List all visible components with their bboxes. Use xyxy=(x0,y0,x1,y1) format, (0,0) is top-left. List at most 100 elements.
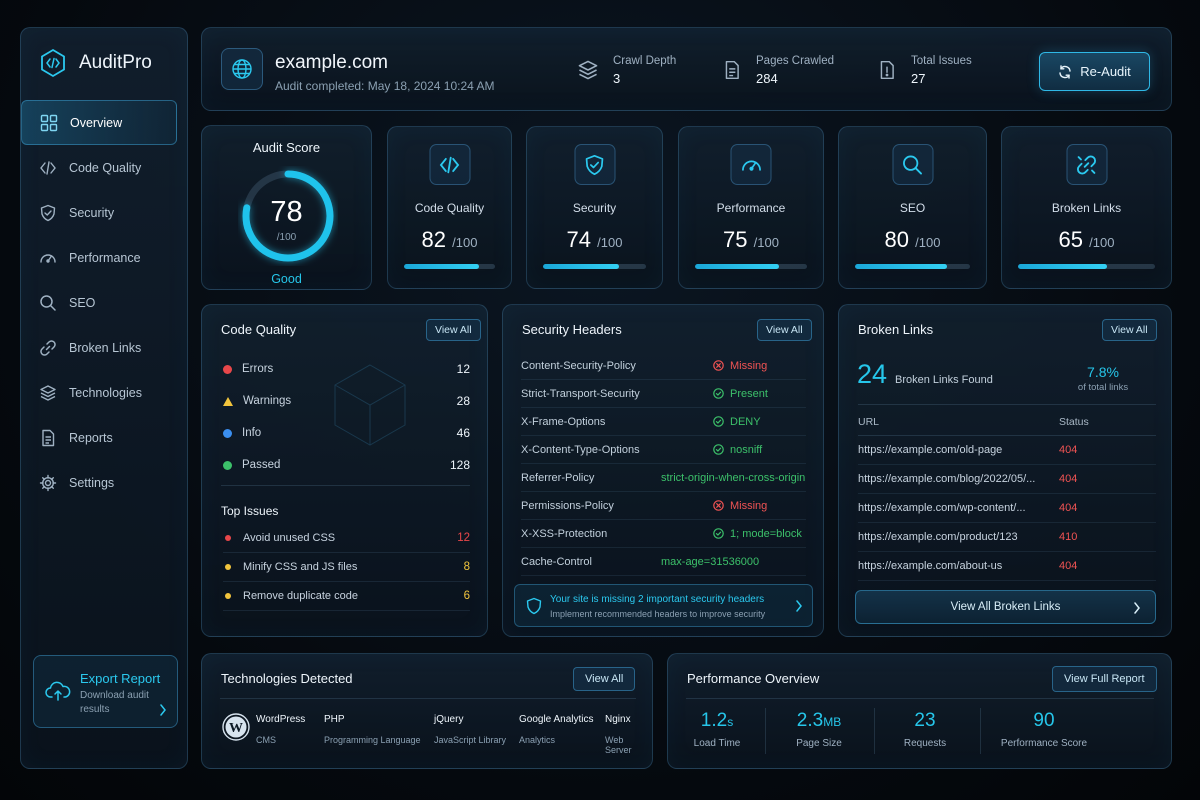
broken-link-row[interactable]: https://example.com/about-us 404 xyxy=(858,552,1156,581)
performance-overview-panel: Performance Overview View Full Report 1.… xyxy=(667,653,1172,769)
sidebar-item-overview[interactable]: Overview xyxy=(21,100,177,145)
metric-card-performance[interactable]: Performance 75 /100 xyxy=(678,126,824,289)
row-count: 28 xyxy=(456,394,470,408)
security-header-row[interactable]: Cache-Control max-age=31536000 xyxy=(521,548,806,576)
sidebar-item-label: Broken Links xyxy=(69,340,142,355)
issue-dot-icon xyxy=(225,564,231,570)
refresh-icon xyxy=(1058,64,1072,79)
security-header-row[interactable]: Referrer-Policy strict-origin-when-cross-… xyxy=(521,464,806,492)
issue-label: Minify CSS and JS files xyxy=(243,561,358,573)
header-name: Strict-Transport-Security xyxy=(521,387,640,400)
tech-item-php[interactable]: PHP Programming Language xyxy=(324,714,421,745)
sidebar-item-settings[interactable]: Settings xyxy=(21,460,187,505)
code-quality-row-info[interactable]: Info 46 xyxy=(223,417,470,449)
security-header-row[interactable]: Content-Security-Policy Missing xyxy=(521,352,806,380)
grid-icon xyxy=(40,114,58,132)
warning-triangle-icon xyxy=(223,396,233,406)
score-value: 78 xyxy=(270,196,303,228)
app-logo[interactable]: AuditPro xyxy=(39,48,152,78)
perf-value: 1.2 xyxy=(700,710,728,731)
tech-item-wordpress[interactable]: WordPress CMS xyxy=(256,714,305,745)
broken-link-row[interactable]: https://example.com/wp-content/... 404 xyxy=(858,494,1156,523)
export-report-button[interactable]: Export Report Download audit results xyxy=(33,655,178,728)
re-audit-button[interactable]: Re-Audit xyxy=(1039,52,1150,91)
site-name: example.com xyxy=(275,52,388,73)
sidebar-item-performance[interactable]: Performance xyxy=(21,235,187,280)
tech-name: jQuery xyxy=(434,714,464,725)
row-label: Warnings xyxy=(243,395,292,407)
row-count: 12 xyxy=(456,362,470,376)
metric-card-seo[interactable]: SEO 80 /100 xyxy=(838,126,987,289)
issue-label: Avoid unused CSS xyxy=(243,532,336,544)
sidebar-item-label: Code Quality xyxy=(69,160,142,175)
metric-card-code-quality[interactable]: Code Quality 82 /100 xyxy=(387,126,512,289)
header-value: nosniff xyxy=(730,443,763,456)
code-quality-row-errors[interactable]: Errors 12 xyxy=(223,353,470,385)
tech-item-nginx[interactable]: Nginx Web Server xyxy=(605,714,652,755)
perf-stat-requests: 23 Requests xyxy=(865,710,985,749)
sidebar-item-code-quality[interactable]: Code Quality xyxy=(21,145,187,190)
metric-label: SEO xyxy=(899,201,926,215)
view-all-button[interactable]: View All xyxy=(426,319,481,341)
view-all-button[interactable]: View All xyxy=(757,319,812,341)
alert-subtitle: Implement recommended headers to improve… xyxy=(550,609,766,619)
top-issue-item[interactable]: Avoid unused CSS 12 xyxy=(223,524,470,553)
sidebar-item-reports[interactable]: Reports xyxy=(21,415,187,460)
metric-denominator: /100 xyxy=(452,235,478,250)
panel-title: Code Quality xyxy=(221,322,297,337)
cube-decoration-icon xyxy=(334,364,406,446)
metric-card-security[interactable]: Security 74 /100 xyxy=(526,126,663,289)
sidebar-item-label: Reports xyxy=(69,430,113,445)
sidebar-item-security[interactable]: Security xyxy=(21,190,187,235)
divider xyxy=(874,708,875,754)
security-header-row[interactable]: X-Content-Type-Options nosniff xyxy=(521,436,806,464)
metric-progress-fill xyxy=(543,264,620,269)
broken-link-row[interactable]: https://example.com/old-page 404 xyxy=(858,436,1156,465)
tech-item-google-analytics[interactable]: Google Analytics Analytics xyxy=(519,714,594,745)
divider xyxy=(221,485,470,486)
sidebar-item-technologies[interactable]: Technologies xyxy=(21,370,187,415)
code-quality-row-passed[interactable]: Passed 128 xyxy=(223,449,470,481)
check-circle-icon xyxy=(713,444,724,455)
top-issue-item[interactable]: Minify CSS and JS files 8 xyxy=(223,553,470,582)
metric-progress-fill xyxy=(1018,264,1108,269)
code-icon xyxy=(429,144,470,185)
code-quality-row-warnings[interactable]: Warnings 28 xyxy=(223,385,470,417)
link-status: 404 xyxy=(1059,560,1078,572)
sidebar-item-label: Settings xyxy=(69,475,115,490)
sidebar: AuditPro Overview Code Quality Security … xyxy=(20,27,188,769)
broken-link-row[interactable]: https://example.com/product/123 410 xyxy=(858,523,1156,552)
sidebar-item-broken-links[interactable]: Broken Links xyxy=(21,325,187,370)
sidebar-item-seo[interactable]: SEO xyxy=(21,280,187,325)
security-alert-banner[interactable]: Your site is missing 2 important securit… xyxy=(514,584,813,627)
perf-label: Page Size xyxy=(796,738,842,749)
view-all-broken-links-button[interactable]: View All Broken Links xyxy=(855,590,1156,624)
view-all-button[interactable]: View All xyxy=(573,667,636,691)
check-circle-icon xyxy=(713,528,724,539)
score-status: Good xyxy=(271,272,302,286)
top-issue-item[interactable]: Remove duplicate code 6 xyxy=(223,582,470,611)
panel-title: Broken Links xyxy=(858,322,934,337)
metric-score: 75 xyxy=(723,227,748,252)
tech-item-jquery[interactable]: jQuery JavaScript Library xyxy=(434,714,506,745)
stat-value: 27 xyxy=(911,70,926,86)
link-url: https://example.com/blog/2022/05/... xyxy=(858,473,1036,485)
broken-link-row[interactable]: https://example.com/blog/2022/05/... 404 xyxy=(858,465,1156,494)
security-header-row[interactable]: Strict-Transport-Security Present xyxy=(521,380,806,408)
metric-denominator: /100 xyxy=(915,235,941,250)
security-header-row[interactable]: X-XSS-Protection 1; mode=block xyxy=(521,520,806,548)
site-icon-box xyxy=(221,48,263,90)
header-name: Cache-Control xyxy=(521,555,592,568)
broken-link-icon xyxy=(1066,144,1107,185)
row-count: 128 xyxy=(449,458,470,472)
broken-links-percent: 7.8% xyxy=(1087,364,1119,380)
view-full-report-button[interactable]: View Full Report xyxy=(1052,666,1157,692)
metric-value: 74 /100 xyxy=(527,227,662,253)
stat-label: Pages Crawled xyxy=(756,54,834,67)
security-header-row[interactable]: X-Frame-Options DENY xyxy=(521,408,806,436)
view-all-button[interactable]: View All xyxy=(1102,319,1157,341)
top-issues-title: Top Issues xyxy=(221,504,279,518)
metric-card-broken-links[interactable]: Broken Links 65 /100 xyxy=(1001,126,1172,289)
security-header-row[interactable]: Permissions-Policy Missing xyxy=(521,492,806,520)
stat-value: 284 xyxy=(756,70,778,86)
